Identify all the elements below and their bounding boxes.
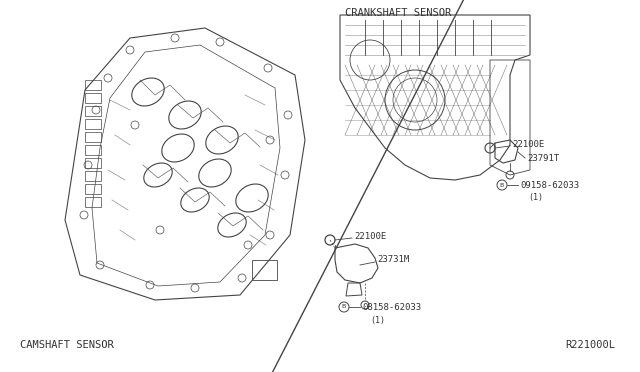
Text: CAMSHAFT SENSOR: CAMSHAFT SENSOR [20, 340, 114, 350]
Text: 22100E: 22100E [512, 140, 544, 148]
Bar [85, 171, 101, 181]
Text: (1): (1) [528, 193, 543, 202]
Text: B: B [342, 305, 346, 310]
Bar [85, 145, 101, 155]
Text: 09158-62033: 09158-62033 [520, 180, 579, 189]
Text: R221000L: R221000L [565, 340, 615, 350]
Text: 23731M: 23731M [377, 256, 409, 264]
Bar [85, 119, 101, 129]
Bar [85, 106, 101, 116]
Bar [252, 260, 277, 280]
Text: CRANKSHAFT SENSOR: CRANKSHAFT SENSOR [345, 8, 451, 18]
Text: B: B [500, 183, 504, 187]
Text: 22100E: 22100E [354, 231, 387, 241]
Text: 08158-62033: 08158-62033 [362, 302, 421, 311]
Text: 23791T: 23791T [527, 154, 559, 163]
Bar [85, 93, 101, 103]
Text: (1): (1) [370, 316, 385, 325]
Bar [85, 132, 101, 142]
Bar [85, 158, 101, 168]
Bar [85, 80, 101, 90]
Bar [85, 197, 101, 207]
Bar [85, 184, 101, 194]
